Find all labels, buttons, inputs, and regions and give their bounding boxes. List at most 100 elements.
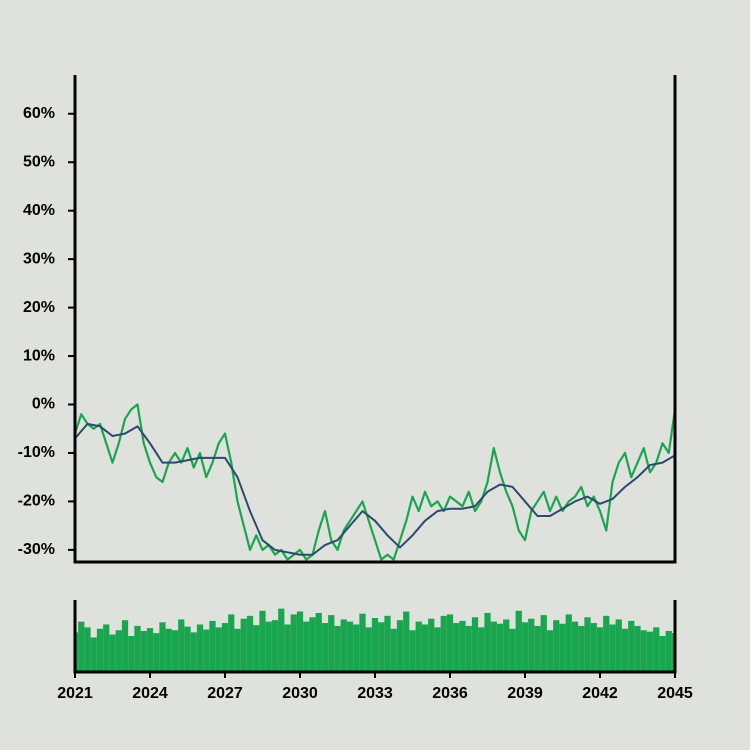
volume-bar [459,620,466,672]
volume-bar [221,623,229,672]
x-tick-label: 2039 [507,685,543,702]
volume-bar [646,631,654,672]
y-tick-label: 20% [23,299,55,316]
volume-bar [334,625,341,672]
volume-bar [403,611,410,672]
volume-bar [490,621,497,672]
volume-bar [228,614,235,672]
volume-bar [571,621,579,672]
volume-bar [665,630,672,672]
volume-bar [296,611,304,672]
volume-bar [190,632,197,672]
volume-bar [421,624,429,672]
x-tick-label: 2030 [282,685,318,702]
volume-bar [215,627,222,672]
x-tick-label: 2024 [132,685,168,702]
volume-bar [365,627,372,672]
y-tick-label: -10% [18,444,55,461]
volume-bar [615,619,622,672]
series-line [75,403,675,561]
series-line [75,422,675,556]
volume-bar [359,613,366,672]
y-tick-label: 0% [32,396,55,413]
volume-bar [290,614,297,672]
volume-bar [634,625,641,672]
volume-bar [353,624,360,672]
volume-bar [609,624,616,672]
volume-bar [484,612,491,672]
x-tick-label: 2045 [657,685,693,702]
volume-bar [75,632,79,672]
volume-bar [440,615,447,672]
volume-bar [165,628,172,672]
volume-bar [378,622,385,672]
volume-bar [515,610,522,672]
volume-bar [328,615,335,672]
volume-bar [590,623,597,672]
volume-bar [415,621,422,672]
volume-bar [584,617,591,672]
volume-bar [128,636,135,672]
volume-bar [84,627,91,672]
volume-bar [184,626,191,672]
volume-bar [109,634,116,672]
volume-bar [628,620,635,672]
volume-bar [521,622,529,672]
volume-bar [534,625,541,672]
volume-bar [209,620,216,672]
y-tick-label: 30% [23,250,55,267]
volume-bar [346,621,354,672]
volume-bar [284,624,291,672]
y-tick-label: 60% [23,105,55,122]
volume-bar [446,614,454,672]
volume-bar [396,620,404,672]
volume-bar [140,630,147,672]
volume-bar [384,615,391,672]
volume-bar [78,621,85,672]
volume-bar [178,619,185,672]
volume-bar [546,630,554,672]
volume-bar [371,618,379,672]
volume-bar [603,615,610,672]
volume-bar [503,619,510,672]
volume-bar [234,628,241,672]
volume-bar [115,630,122,672]
volume-bar [196,624,204,672]
volume-bar [528,618,535,672]
volume-bar [146,628,154,672]
volume-bar [265,621,272,672]
volume-bar [90,637,97,672]
volume-bar [321,623,329,672]
volume-bar [578,625,585,672]
y-tick-label: 40% [23,202,55,219]
volume-bar [240,618,247,672]
y-tick-label: -30% [18,541,55,558]
volume-bar [390,628,397,672]
volume-bar [121,620,129,672]
volume-bar [159,622,166,672]
volume-bar [640,630,647,672]
volume-bar [278,608,285,672]
x-tick-label: 2033 [357,685,393,702]
volume-bar [246,615,254,672]
x-tick-label: 2036 [432,685,468,702]
volume-bar [496,623,504,672]
volume-bar [96,628,104,672]
volume-bar [596,627,604,672]
x-tick-label: 2021 [57,685,93,702]
volume-bar [103,624,110,672]
volume-bar [340,619,347,672]
volume-bar [153,633,160,672]
volume-bar [434,627,441,672]
volume-bar [271,620,279,672]
volume-bar [465,625,472,672]
volume-bar [671,633,675,672]
volume-bar [478,627,485,672]
volume-bar [259,610,266,672]
volume-bar [653,627,660,672]
volume-bar [509,628,516,672]
volume-bar [471,617,479,672]
y-tick-label: -20% [18,493,55,510]
volume-bar [309,617,316,672]
